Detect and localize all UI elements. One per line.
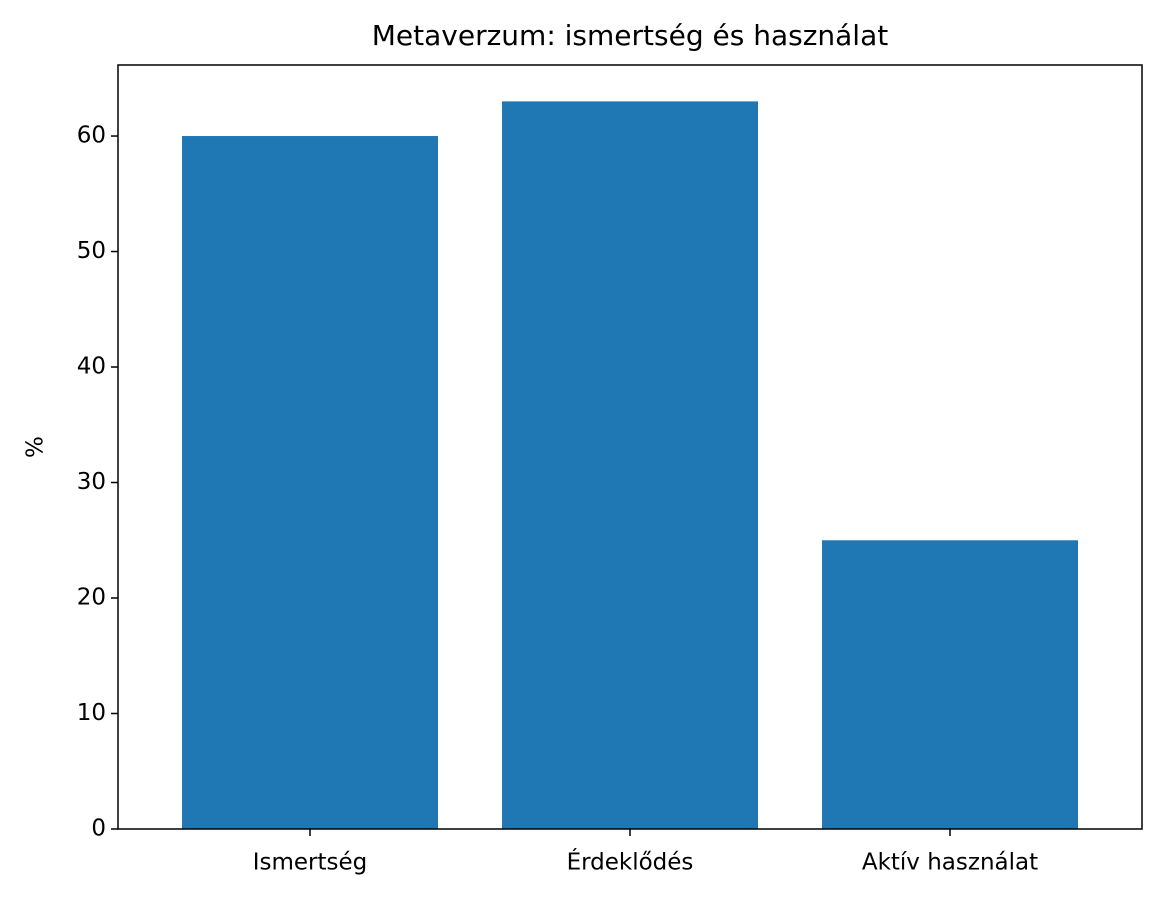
y-axis-label: %	[23, 436, 49, 458]
bar	[182, 136, 438, 829]
y-tick-label: 0	[91, 816, 106, 842]
x-tick-label: Ismertség	[253, 850, 368, 876]
y-tick-label: 10	[77, 700, 106, 726]
x-tick-label: Érdeklődés	[567, 848, 694, 876]
y-tick-label: 50	[77, 238, 106, 264]
x-tick-label: Aktív használat	[862, 850, 1038, 876]
y-tick-label: 20	[77, 585, 106, 611]
y-tick-label: 30	[77, 469, 106, 495]
bar	[822, 540, 1078, 829]
plot-frame	[117, 64, 1143, 830]
y-tick-label: 40	[77, 354, 106, 380]
bar	[502, 101, 758, 829]
chart-title: Metaverzum: ismertség és használat	[372, 19, 888, 52]
y-tick-label: 60	[77, 123, 106, 149]
